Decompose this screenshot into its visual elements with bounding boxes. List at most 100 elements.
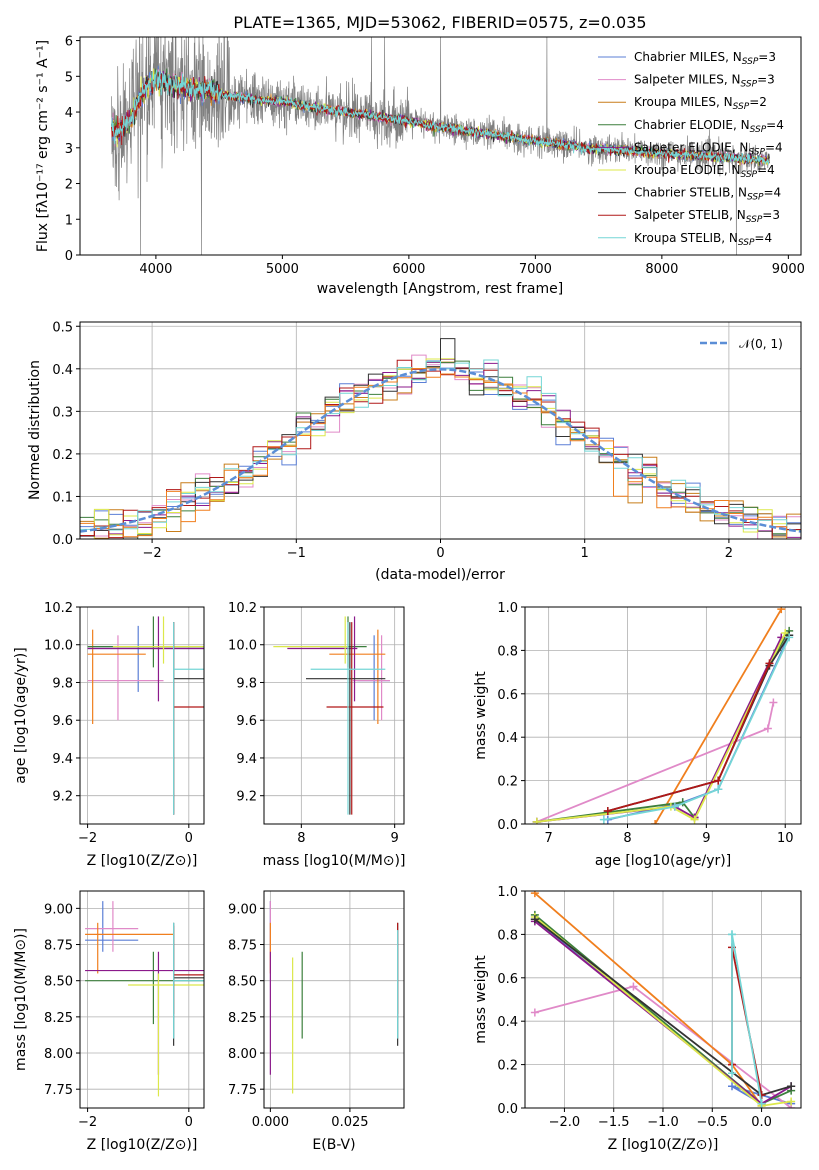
y-tick-label: 0.8 bbox=[497, 644, 518, 659]
y-tick-label: 8.75 bbox=[44, 939, 73, 954]
weight-marker bbox=[532, 817, 541, 824]
y-tick-label: 2 bbox=[65, 178, 73, 193]
weight-marker bbox=[690, 815, 699, 824]
mass-weight-vs-age-panel: 7 8 9 10 0.0 0.2 0.4 0.6 0.8 1.0 age [log10(age/yr… bbox=[473, 601, 802, 869]
weight-line bbox=[536, 637, 783, 823]
legend-label: Chabrier MILES, NSSP=3 bbox=[634, 50, 776, 67]
residuals-legend: 𝒩(0, 1) bbox=[700, 337, 783, 351]
panel-frame bbox=[79, 890, 205, 1109]
legend-label: Kroupa STELIB, NSSP=4 bbox=[634, 231, 772, 248]
weight-marker bbox=[765, 659, 774, 668]
y-tick-label: 0.4 bbox=[497, 731, 518, 746]
y-tick-label: 0.5 bbox=[52, 320, 73, 335]
weight-marker bbox=[714, 776, 723, 785]
y-tick-label: 10.2 bbox=[228, 601, 257, 616]
y-tick-label: 8.75 bbox=[228, 939, 257, 954]
panel-frame bbox=[263, 890, 405, 1109]
age-vs-Z-marks bbox=[87, 616, 204, 815]
mass-vs-Z-panel: −2 0 7.75 8.00 8.25 8.50 8.75 9.00 Z [log10(Z/Z⊙… bbox=[13, 890, 205, 1153]
weight-line bbox=[534, 892, 763, 1107]
x-axis-label: Z [log10(Z/Z⊙)] bbox=[87, 1137, 198, 1153]
residuals-ticks: −2 −1 0 1 2 0.0 0.1 0.2 0.3 0.4 0.5 bbox=[52, 320, 733, 561]
legend-label: Kroupa MILES, NSSP=2 bbox=[634, 95, 767, 112]
x-tick-label: 5000 bbox=[266, 262, 299, 277]
parameter-panels: −2 0 9.2 9.4 9.6 9.8 10.0 10.2 Z [log10(Z/Z⊙)] ag… bbox=[13, 601, 802, 1153]
y-tick-label: 9.2 bbox=[236, 790, 257, 805]
residuals-histograms bbox=[80, 338, 801, 539]
y-tick-label: 9.00 bbox=[228, 902, 257, 917]
spectrum-ylabel: Flux [fλ10⁻¹⁷ erg cm⁻² s⁻¹ A⁻¹] bbox=[35, 40, 51, 252]
y-tick-label: 9.8 bbox=[236, 676, 257, 691]
normal-curve bbox=[80, 368, 801, 533]
panel-frame bbox=[79, 606, 205, 825]
x-tick-label: 0 bbox=[436, 546, 444, 561]
y-tick-label: 0.6 bbox=[497, 688, 518, 703]
y-axis-label: age [log10(age/yr)] bbox=[13, 647, 29, 783]
histogram-step bbox=[80, 359, 801, 539]
mass-weight-vs-Z-marks bbox=[530, 891, 796, 1108]
x-tick-label: 8 bbox=[297, 831, 305, 846]
legend-label: Chabrier ELODIE, NSSP=4 bbox=[634, 118, 784, 135]
spectrum-panel: 4000 5000 6000 7000 8000 9000 0 1 2 3 4 5 6 waveleng… bbox=[35, 35, 805, 297]
y-tick-label: 0.2 bbox=[497, 775, 518, 790]
legend-label: Salpeter STELIB, NSSP=3 bbox=[634, 208, 780, 225]
x-tick-label: −2 bbox=[78, 831, 97, 846]
weight-line bbox=[654, 608, 783, 824]
weight-marker bbox=[763, 724, 772, 733]
age-vs-mass-marks bbox=[273, 616, 390, 815]
legend-label: Salpeter ELODIE, NSSP=4 bbox=[634, 140, 783, 157]
mass-weight-vs-age-marks bbox=[532, 607, 794, 824]
y-tick-label: 0 bbox=[65, 249, 73, 264]
y-tick-label: 0.6 bbox=[497, 972, 518, 987]
spectrum-legend: Chabrier MILES, NSSP=3 Salpeter MILES, NS… bbox=[598, 50, 784, 248]
data-spectrum-line bbox=[111, 37, 770, 255]
weight-line bbox=[607, 634, 791, 821]
x-tick-label: 9 bbox=[702, 831, 710, 846]
y-tick-label: 8.50 bbox=[228, 975, 257, 990]
y-tick-label: 9.2 bbox=[52, 790, 73, 805]
y-tick-label: 10.2 bbox=[44, 601, 73, 616]
y-tick-label: 0.1 bbox=[52, 490, 73, 505]
x-tick-label: 2 bbox=[725, 546, 733, 561]
x-axis-label: Z [log10(Z/Z⊙)] bbox=[87, 853, 198, 869]
figure-title: PLATE=1365, MJD=53062, FIBERID=0575, z=0… bbox=[233, 13, 646, 32]
age-vs-Z-panel: −2 0 9.2 9.4 9.6 9.8 10.0 10.2 Z [log10(Z/Z⊙)] ag… bbox=[13, 601, 205, 869]
weight-marker bbox=[714, 785, 723, 794]
weight-marker bbox=[785, 633, 794, 642]
model-line bbox=[111, 69, 770, 165]
y-tick-label: 5 bbox=[65, 70, 73, 85]
weight-marker bbox=[670, 802, 679, 811]
weight-marker bbox=[728, 1069, 736, 1078]
x-tick-label: −1.5 bbox=[598, 1115, 630, 1130]
x-tick-label: 9000 bbox=[772, 262, 805, 277]
weight-line bbox=[536, 702, 775, 823]
residuals-xlabel: (data-model)/error bbox=[375, 567, 505, 583]
x-tick-label: −1.0 bbox=[647, 1115, 679, 1130]
y-tick-label: 9.00 bbox=[44, 902, 73, 917]
weight-line bbox=[607, 634, 790, 812]
y-tick-label: 8.25 bbox=[228, 1011, 257, 1026]
x-tick-label: 8000 bbox=[645, 262, 678, 277]
weight-marker bbox=[530, 915, 539, 924]
y-tick-label: 10.0 bbox=[44, 639, 73, 654]
x-axis-label: mass [log10(M/M⊙)] bbox=[263, 853, 406, 869]
x-tick-label: 0 bbox=[185, 831, 193, 846]
y-tick-label: 4 bbox=[65, 106, 73, 121]
panel-frame bbox=[524, 606, 802, 825]
age-vs-mass-panel: 8 9 9.2 9.4 9.6 9.8 10.0 10.2 mass [log10(M/M⊙)] bbox=[228, 601, 405, 869]
mass-vs-Z-marks bbox=[85, 901, 204, 1097]
x-tick-label: 9 bbox=[391, 831, 399, 846]
spectrum-xlabel: wavelength [Angstrom, rest frame] bbox=[317, 281, 563, 297]
y-axis-label: mass weight bbox=[473, 955, 489, 1044]
y-tick-label: 0.2 bbox=[497, 1059, 518, 1074]
y-tick-label: 9.4 bbox=[52, 752, 73, 767]
mass-weight-vs-Z-panel: −2.0 −1.5 −1.0 −0.5 0.0 0.0 0.2 0.4 0.6 0.8 1.0 Z [… bbox=[473, 885, 802, 1153]
x-tick-label: 8 bbox=[623, 831, 631, 846]
legend-label: Kroupa ELODIE, NSSP=4 bbox=[634, 163, 775, 180]
weight-marker bbox=[530, 1008, 539, 1017]
panel-frame bbox=[263, 606, 405, 825]
weight-marker bbox=[757, 1099, 766, 1108]
y-tick-label: 9.8 bbox=[52, 676, 73, 691]
y-tick-label: 8.00 bbox=[228, 1047, 257, 1062]
